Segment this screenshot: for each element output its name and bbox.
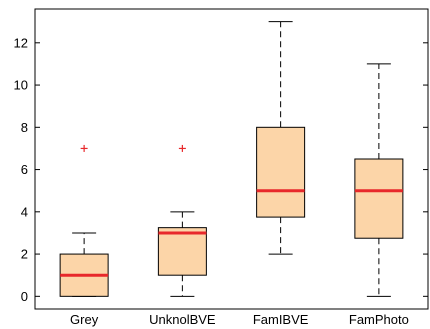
y-tick-label: 8 — [21, 120, 28, 135]
x-tick-label: FamPhoto — [349, 312, 409, 327]
x-tick-label: Grey — [70, 312, 99, 327]
y-tick-label: 12 — [14, 35, 28, 50]
plot-area — [59, 21, 404, 297]
outlier-marker — [178, 144, 186, 152]
box-iqr — [354, 158, 404, 239]
box-iqr — [256, 126, 306, 218]
y-tick-label: 10 — [14, 78, 28, 93]
y-tick-label: 6 — [21, 162, 28, 177]
outlier-marker — [80, 144, 88, 152]
x-tick-label: UnknolBVE — [149, 312, 216, 327]
axes: 0 2 4 6 8 10 12 Grey UnknolBVE FamIBVE FamPhoto — [14, 8, 429, 327]
x-tick-label: FamIBVE — [253, 312, 309, 327]
y-tick-label: 4 — [21, 204, 28, 219]
y-tick-label: 0 — [21, 289, 28, 304]
box-iqr — [157, 227, 207, 276]
y-tick-label: 2 — [21, 247, 28, 262]
plot-frame — [34, 8, 429, 310]
